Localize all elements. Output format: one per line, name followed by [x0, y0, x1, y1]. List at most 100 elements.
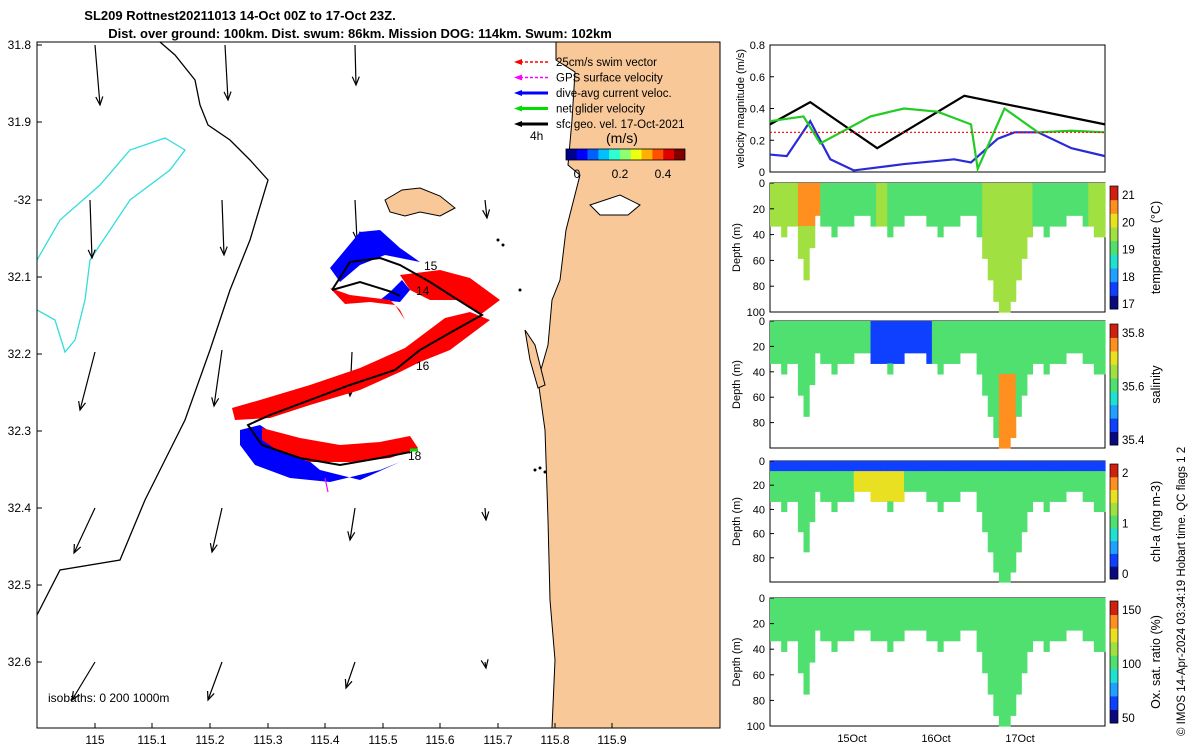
temperature-colorbar-cell — [1110, 295, 1118, 310]
glider-track — [246, 256, 484, 467]
oxygen-cell — [993, 630, 1000, 642]
salinity-cell — [998, 352, 1006, 364]
oxygen-cell — [1010, 662, 1017, 674]
oxygen-cell — [976, 640, 983, 652]
chl-a-cell — [831, 491, 838, 502]
temperature-cell — [915, 183, 922, 195]
chl-a-cell — [797, 471, 805, 482]
oxygen-cell — [887, 598, 894, 610]
chl-a-cell — [1015, 531, 1022, 543]
temperature-cell — [998, 301, 1006, 313]
oxygen-cell — [1021, 619, 1028, 631]
temperature-cell — [1054, 204, 1061, 216]
chl-a-cell — [1049, 461, 1056, 472]
chl-a-cell — [1093, 471, 1101, 482]
salinity-cell — [965, 321, 972, 333]
temperature-cell — [809, 215, 816, 227]
salinity-ytick-label: 0 — [759, 316, 765, 328]
chl-a-cell — [848, 461, 855, 472]
chl-a-cell — [825, 471, 833, 482]
salinity-cell — [1010, 395, 1017, 407]
temperature-cell — [1077, 193, 1084, 206]
salinity-cell — [1015, 384, 1022, 396]
chl-a-cell — [792, 481, 799, 492]
salinity-cell — [853, 321, 860, 333]
chl-a-cell — [993, 491, 1000, 502]
oxygen-cell — [1093, 598, 1101, 610]
chl-a-cell — [803, 481, 810, 492]
chl-a-cell — [1015, 471, 1022, 482]
temperature-cell — [881, 193, 888, 206]
temperature-cell — [1049, 215, 1056, 227]
salinity-cell — [825, 342, 833, 354]
salinity-cell — [803, 352, 810, 364]
temperature-cell — [1021, 247, 1028, 259]
chl-a-cell — [1060, 471, 1067, 482]
salinity-cell — [803, 321, 810, 333]
chl-a-cell — [926, 481, 933, 492]
salinity-cell — [864, 331, 872, 343]
chl-a-cell — [1015, 541, 1022, 553]
temperature-cell — [1010, 183, 1017, 195]
temperature-cell — [1004, 290, 1011, 302]
salinity-cell — [943, 331, 950, 343]
oxygen-cell — [1021, 651, 1028, 663]
temperature-colorbar-tick: 17 — [1122, 299, 1135, 311]
salinity-cell — [1043, 321, 1050, 333]
chl-a-cell — [803, 511, 810, 523]
oxygen-cell — [859, 619, 866, 631]
oxygen-cell — [976, 598, 983, 610]
salinity-cell — [909, 331, 916, 343]
legend-arrowhead — [514, 90, 522, 96]
chl-a-cell — [1015, 501, 1022, 513]
chl-a-cell — [998, 551, 1006, 563]
chl-a-cell — [987, 531, 994, 543]
oxygen-cell — [1032, 608, 1039, 620]
chl-a-cell — [931, 471, 939, 482]
chl-a-cell — [909, 471, 916, 482]
chl-a-cell — [887, 491, 894, 502]
salinity-cell — [1015, 342, 1022, 354]
salinity-cell — [803, 331, 810, 343]
salinity-cell — [982, 352, 989, 364]
temperature-cell — [809, 236, 816, 249]
oxygen-cell — [825, 608, 833, 620]
temperature-cell — [797, 236, 805, 249]
chl-a-cell — [915, 471, 922, 482]
chl-a-cell — [982, 481, 989, 492]
chl-a-cell — [837, 491, 844, 502]
temperature-cell — [948, 183, 955, 195]
chl-a-cell — [1015, 521, 1022, 533]
chl-a-cell — [909, 481, 916, 492]
chl-a-cell — [993, 471, 1000, 482]
chl-a-cell — [1093, 481, 1101, 492]
temperature-cell — [993, 269, 1000, 281]
chl-a-cell — [982, 501, 989, 513]
chl-a-cell — [792, 471, 799, 482]
temperature-cell — [848, 204, 855, 216]
temperature-cell — [1021, 193, 1028, 206]
salinity-cell — [1038, 331, 1045, 343]
salinity-cell — [792, 342, 799, 354]
chl-a-cell — [987, 471, 994, 482]
chl-a-cell — [809, 481, 816, 492]
oxygen-cell — [898, 630, 905, 642]
salinity-cell — [898, 321, 905, 333]
temperature-cell — [1026, 193, 1034, 206]
oxygen-cell — [937, 608, 944, 620]
salinity-cell — [775, 321, 782, 333]
chl-a-cell — [803, 471, 810, 482]
temperature-cell — [982, 236, 989, 249]
oxygen-cell — [831, 619, 838, 631]
chl-a-cell — [848, 491, 855, 502]
temperature-cell — [809, 226, 816, 238]
salinity-cell — [1043, 342, 1050, 354]
salinity-cell — [1015, 373, 1022, 386]
salinity-colorbar-cell — [1110, 364, 1118, 379]
salinity-cell — [909, 321, 916, 333]
salinity-cell — [1077, 342, 1084, 354]
chl-a-cell — [982, 491, 989, 502]
salinity-cell — [1065, 321, 1073, 333]
chl-a-cell — [993, 561, 1000, 573]
